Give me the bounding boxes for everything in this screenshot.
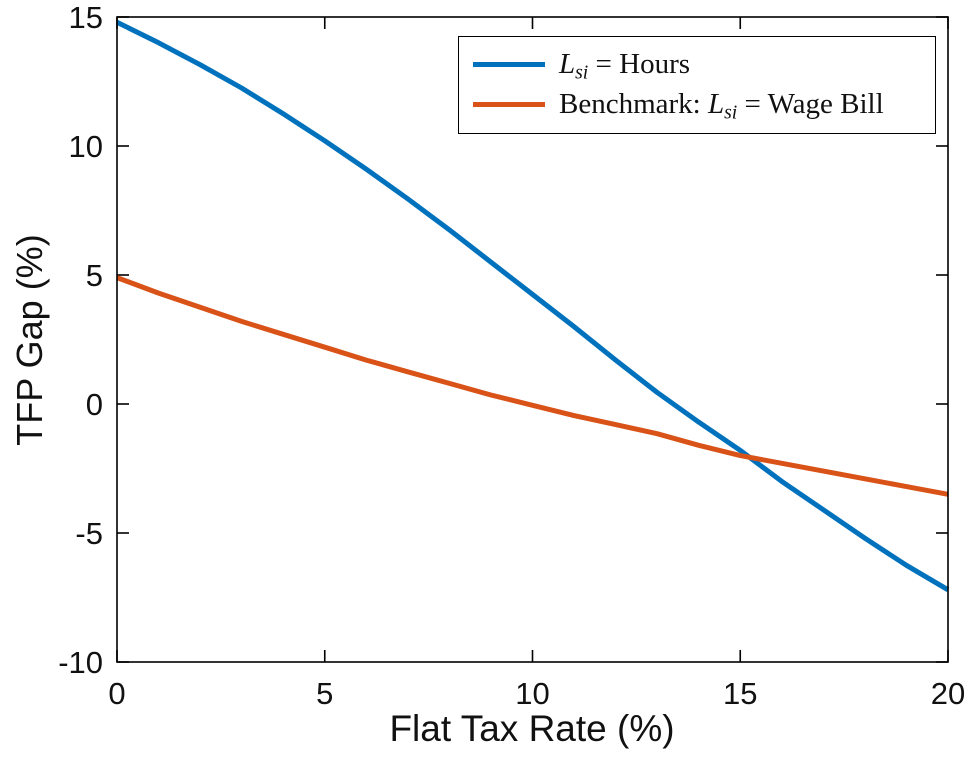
legend-symbol: L: [559, 47, 576, 80]
y-tick-label: 5: [86, 258, 103, 293]
y-axis-label: TFP Gap (%): [9, 234, 50, 446]
x-tick-label: 10: [515, 676, 549, 711]
legend-label: Lsi = Hours: [559, 47, 691, 84]
legend-subscript: si: [575, 61, 589, 84]
series-line-wage-bill: [116, 275, 949, 497]
x-tick-label: 5: [316, 676, 333, 711]
legend-label: Benchmark: Lsi = Wage Bill: [559, 87, 884, 124]
legend-prefix: Benchmark:: [559, 87, 708, 120]
legend-item-benchmark: Benchmark: Lsi = Wage Bill: [473, 84, 919, 124]
y-tick-label: 10: [69, 129, 103, 164]
series-line-hours: [115, 19, 950, 592]
legend-symbol: L: [707, 87, 725, 120]
y-tick-label: -5: [75, 516, 103, 551]
legend-suffix: = Wage Bill: [737, 87, 884, 120]
x-tick-label: 20: [931, 676, 965, 711]
x-axis-label: Flat Tax Rate (%): [389, 708, 675, 749]
y-tick-label: -10: [58, 645, 103, 680]
legend-swatch: [473, 61, 545, 67]
legend-subscript: si: [724, 101, 738, 124]
legend: Lsi = Hours Benchmark: Lsi = Wage Bill: [458, 36, 936, 134]
y-tick-label: 15: [69, 0, 103, 35]
legend-item-hours: Lsi = Hours: [473, 44, 919, 84]
x-tick-label: 0: [108, 676, 125, 711]
legend-suffix: = Hours: [588, 47, 691, 80]
x-tick-label: 15: [723, 676, 757, 711]
legend-swatch: [473, 101, 545, 107]
y-tick-label: 0: [86, 387, 103, 422]
axes-box: [116, 16, 949, 663]
